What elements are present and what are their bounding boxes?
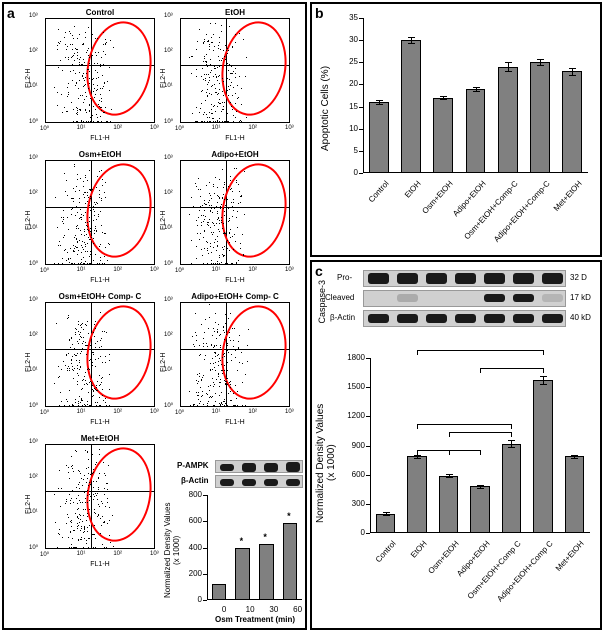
category-label: Adipo+EtOH+Comp-C (485, 179, 552, 252)
bar (502, 444, 521, 533)
panel-c-chart: Normalized Density Values(x 1000) 030060… (315, 348, 600, 628)
bar (439, 476, 458, 533)
bar (466, 89, 486, 173)
panel-b-chart: Apoptotic Cells (%) 05101520253035Contro… (315, 8, 600, 253)
category-label: Osm+EtOH (388, 179, 455, 252)
category-label: 60 (293, 605, 302, 614)
panel-c-ylabel: Normalized Density Values(x 1000) (315, 388, 337, 538)
category-label: Osm+EtOH+Comp C (456, 539, 523, 612)
weight-32: 32 D (570, 273, 587, 282)
scatter-title: Adipo+EtOH (175, 150, 295, 159)
bar (498, 67, 518, 173)
scatter-title: Osm+EtOH (40, 150, 160, 159)
panel-b-ylabel: Apoptotic Cells (%) (320, 48, 331, 168)
scatter-plot (45, 302, 155, 407)
category-label: EtOH (356, 179, 423, 252)
bar (530, 62, 550, 173)
category-label: Control (324, 179, 391, 252)
bar (433, 98, 453, 173)
category-label: Osm+EtOH (393, 539, 460, 612)
bar (470, 486, 489, 533)
blot-label-bactin-c: β-Actin (330, 313, 355, 322)
category-label: Adipo+EtOH (420, 179, 487, 252)
scatter-plot (180, 160, 290, 265)
category-label: EtOH (362, 539, 429, 612)
blot-label-pampk: P-AMPK (177, 461, 209, 470)
bar (407, 456, 426, 533)
weight-40: 40 kD (570, 313, 591, 322)
blot-bactin-a (215, 475, 303, 488)
bar (259, 544, 274, 600)
panel-a-label: a (7, 5, 15, 21)
bar (565, 456, 584, 533)
scatter-title: Met+EtOH (40, 434, 160, 443)
category-label: Met+EtOH (517, 179, 584, 252)
category-label: Met+EtOH (519, 539, 586, 612)
bar (369, 102, 389, 173)
bar (533, 380, 552, 533)
scatter-plot (45, 160, 155, 265)
bar (235, 548, 250, 601)
bar (283, 523, 298, 600)
category-label: 0 (222, 605, 226, 614)
category-label: Osm+EtOH+Comp-C (452, 179, 519, 252)
weight-17: 17 kD (570, 293, 591, 302)
blot-label-pro: Pro- (337, 273, 352, 282)
scatter-title: Adipo+EtOH+ Comp- C (175, 292, 295, 301)
bar (401, 40, 421, 173)
blot-label-bactin-a: β-Actin (181, 476, 209, 485)
category-label: 30 (269, 605, 278, 614)
bar (212, 584, 227, 600)
mini-xlabel: Osm Treatment (min) (205, 615, 305, 624)
scatter-title: Osm+EtOH+ Comp- C (40, 292, 160, 301)
blot-label-cleaved: Cleaved (325, 293, 354, 302)
blot-cleaved-row (363, 290, 566, 307)
blot-pampk (215, 460, 303, 473)
scatter-title: Control (40, 8, 160, 17)
bar (562, 71, 582, 173)
category-label: 10 (246, 605, 255, 614)
scatter-title: EtOH (175, 8, 295, 17)
panel-c-blot: Caspase-3 Pro- Cleaved β-Actin 32 D 17 k… (315, 268, 600, 343)
panel-a-mini: P-AMPK β-Actin Normalized Density Values… (165, 460, 305, 625)
bar (376, 514, 395, 533)
